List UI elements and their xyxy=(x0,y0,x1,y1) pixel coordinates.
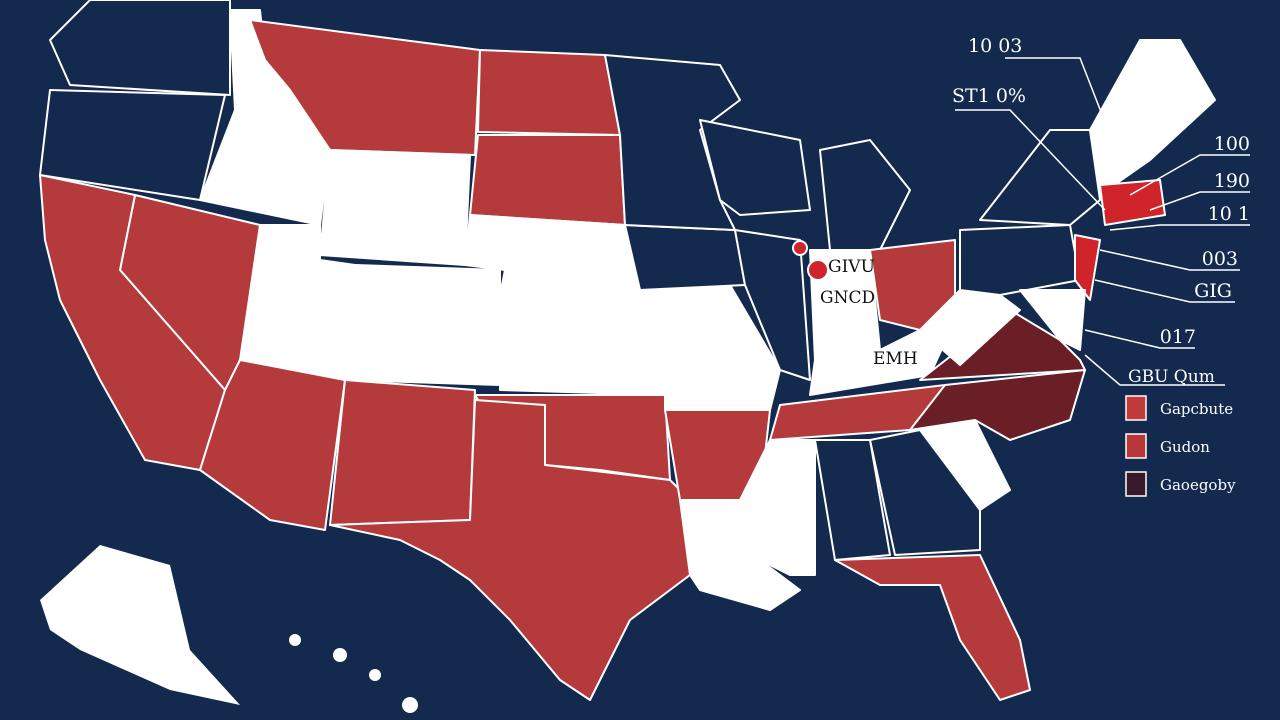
callout-label: 100 xyxy=(1214,133,1250,155)
callout-label: 190 xyxy=(1214,170,1250,192)
state-label: GIVU xyxy=(828,257,875,277)
legend-label: Gapcbute xyxy=(1160,400,1233,418)
callout-label: 017 xyxy=(1160,326,1196,348)
callout-label: 003 xyxy=(1202,248,1238,270)
callout-label: GIG xyxy=(1194,280,1232,302)
state-label: EMH xyxy=(873,349,918,369)
legend-label: Gaoegoby xyxy=(1160,476,1236,494)
legend-label: Gudon xyxy=(1160,438,1210,456)
states xyxy=(39,0,1216,713)
leader-lines xyxy=(955,57,1250,386)
callouts: 10 03 ST1 0% 100 190 10 1 003 GIG 017 xyxy=(952,35,1250,348)
callout-label: 10 03 xyxy=(968,35,1022,57)
callout-label: ST1 0% xyxy=(952,85,1026,107)
map-labels: GIVU GNCD EMH xyxy=(820,257,918,369)
state-label: GNCD xyxy=(820,288,875,308)
legend-swatch xyxy=(1125,433,1147,459)
legend-swatch xyxy=(1125,395,1147,421)
legend-title: GBU Qum xyxy=(1128,367,1215,387)
legend: GBU Qum Gapcbute Gudon Gaoegoby xyxy=(1125,367,1236,497)
callout-label: 10 1 xyxy=(1208,203,1250,225)
legend-swatch xyxy=(1125,471,1147,497)
